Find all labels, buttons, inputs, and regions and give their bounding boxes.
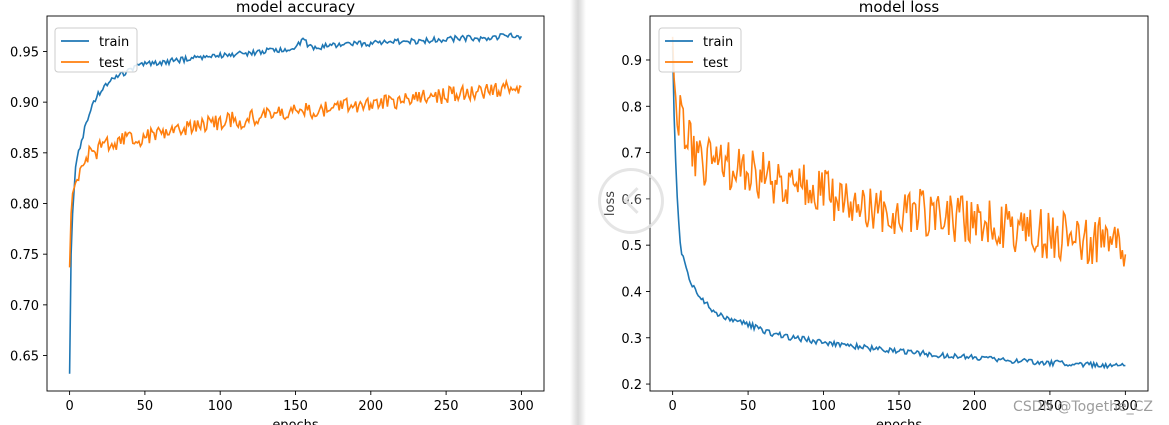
legend: train test (658, 27, 742, 73)
legend-box (54, 27, 138, 73)
y-tick-label: 0.5 (621, 239, 642, 254)
watermark: CSDN @Togethe_CZ (1013, 399, 1153, 415)
legend-entry-train: train (99, 35, 129, 50)
legend-box (658, 27, 742, 73)
series-line-test (671, 36, 1127, 267)
y-tick-label: 0.90 (10, 96, 39, 111)
legend-entry-train: train (703, 35, 733, 50)
y-tick-label: 0.9 (621, 54, 642, 69)
y-tick-label: 0.75 (10, 248, 39, 263)
x-tick-label: 150 (283, 399, 308, 414)
chart-title: model accuracy (236, 0, 355, 16)
y-tick-label: 0.85 (10, 147, 39, 162)
y-tick-label: 0.3 (621, 332, 642, 347)
previous-arrow-icon[interactable] (598, 168, 664, 234)
x-tick-label: 200 (962, 399, 987, 414)
y-tick-label: 0.70 (10, 299, 39, 314)
y-tick-label: 0.2 (621, 378, 642, 393)
x-tick-label: 100 (208, 399, 233, 414)
x-tick-label: 0 (65, 399, 73, 414)
x-tick-label: 300 (1113, 399, 1138, 414)
x-tick-label: 250 (434, 399, 459, 414)
y-tick-label: 0.7 (621, 147, 642, 162)
x-tick-label: 50 (740, 399, 757, 414)
x-tick-label: 150 (887, 399, 912, 414)
accuracy-chart: 0 50 100 150 200 250 300 0.65 0.70 0.75 0.80 0.85 0.… (10, 0, 545, 425)
series-line-test (68, 78, 522, 268)
series-line-train (68, 32, 523, 374)
x-tick-label: 200 (358, 399, 383, 414)
x-tick-label: 50 (137, 399, 154, 414)
legend-entry-test: test (703, 56, 728, 71)
legend-entry-test: test (99, 56, 124, 71)
chart-title: model loss (859, 0, 940, 16)
x-tick-label: 250 (1037, 399, 1062, 414)
y-tick-label: 0.4 (621, 285, 642, 300)
y-tick-label: 0.65 (10, 350, 39, 365)
window-split-divider (570, 0, 586, 425)
legend: train test (54, 27, 138, 73)
y-tick-label: 0.95 (10, 45, 39, 60)
x-tick-label: 100 (811, 399, 836, 414)
y-tick-label: 0.8 (621, 100, 642, 115)
x-axis-label: epochs (876, 418, 923, 425)
x-axis-label: epochs (272, 418, 319, 425)
series-line-train (671, 46, 1126, 370)
y-tick-label: 0.80 (10, 198, 39, 213)
x-tick-label: 0 (668, 399, 676, 414)
x-tick-label: 300 (509, 399, 534, 414)
loss-chart: 0 50 100 150 200 250 3000.20.30.40.50.60.70.80… (603, 0, 1149, 425)
